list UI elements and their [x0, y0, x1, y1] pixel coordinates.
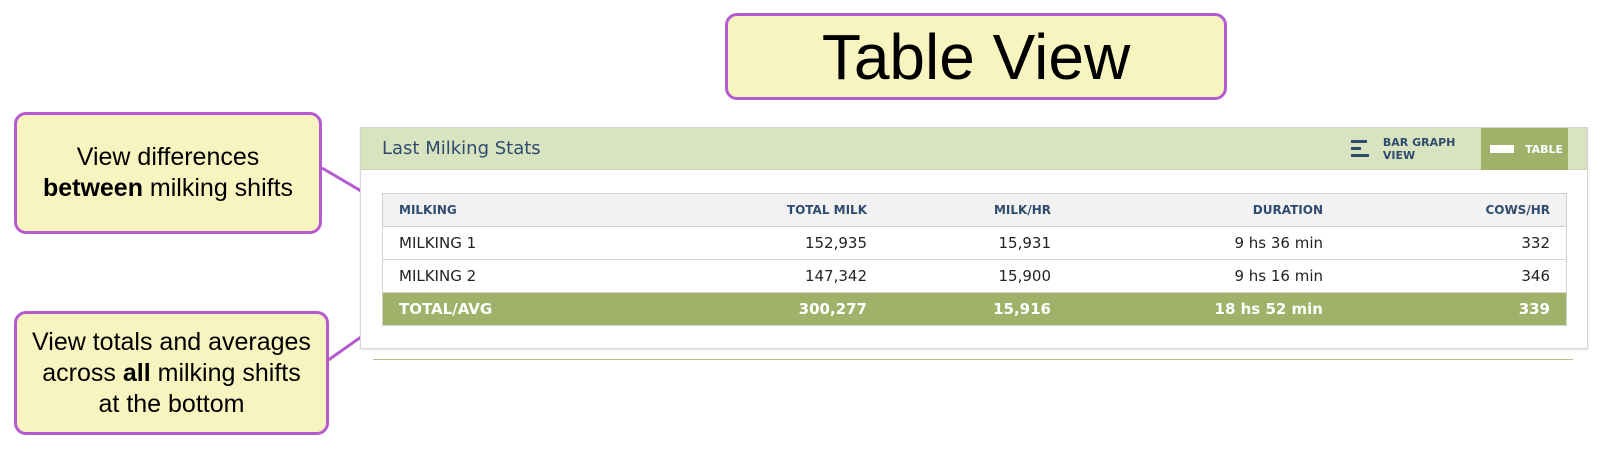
cell-milk-hr: 15,931 [883, 226, 1067, 260]
last-milking-stats-panel: Last Milking Stats BAR GRAPH VIEW TABLE … [360, 127, 1588, 349]
table-view-label: TABLE [1525, 142, 1564, 156]
callout-totals: View totals and averages across all milk… [14, 311, 329, 435]
cell-total-milk: 147,342 [638, 259, 883, 293]
cell-cows-hr: 346 [1339, 259, 1566, 293]
cell-milking: MILKING 2 [383, 259, 638, 293]
divider [373, 359, 1573, 360]
cell-cows-hr: 332 [1339, 226, 1566, 260]
panel-header: Last Milking Stats BAR GRAPH VIEW TABLE [361, 128, 1587, 170]
table-row: MILKING 2 147,342 15,900 9 hs 16 min 346 [383, 259, 1566, 293]
column-header-milking[interactable]: MILKING [383, 194, 638, 227]
total-milk-hr-value: 15,916 [883, 292, 1067, 325]
column-header-duration[interactable]: DURATION [1067, 194, 1339, 227]
total-cows-hr-value: 339 [1339, 292, 1566, 325]
total-label: TOTAL/AVG [383, 292, 638, 325]
table-view-button[interactable]: TABLE [1481, 128, 1568, 170]
column-header-total-milk[interactable]: TOTAL MILK [638, 194, 883, 227]
milking-table-container: MILKING TOTAL MILK MILK/HR DURATION COWS… [382, 193, 1567, 326]
callout-emphasis: all [122, 358, 151, 387]
cell-total-milk: 152,935 [638, 226, 883, 260]
callout-differences: View differences between milking shifts [14, 112, 322, 234]
cell-milk-hr: 15,900 [883, 259, 1067, 293]
callout-line: between milking shifts [43, 173, 293, 204]
column-header-cows-hr[interactable]: COWS/HR [1339, 194, 1566, 227]
callout-text: milking shifts [142, 174, 294, 202]
total-row: TOTAL/AVG 300,277 15,916 18 hs 52 min 33… [383, 292, 1566, 325]
slide-title: Table View [725, 13, 1227, 100]
callout-line: at the bottom [98, 389, 245, 418]
total-milk-value: 300,277 [638, 292, 883, 325]
table-row: MILKING 1 152,935 15,931 9 hs 36 min 332 [383, 226, 1566, 260]
bar-graph-view-label: BAR GRAPH VIEW [1382, 136, 1456, 162]
callout-line: View totals and averages [32, 327, 311, 356]
callout-text: across [42, 358, 123, 387]
table-icon [1490, 145, 1514, 153]
cell-duration: 9 hs 36 min [1067, 226, 1339, 260]
column-header-milk-hr[interactable]: MILK/HR [883, 194, 1067, 227]
callout-line: across all milking shifts [42, 358, 300, 389]
panel-title: Last Milking Stats [382, 138, 541, 159]
table-header-row: MILKING TOTAL MILK MILK/HR DURATION COWS… [383, 194, 1566, 227]
cell-duration: 9 hs 16 min [1067, 259, 1339, 293]
total-duration-value: 18 hs 52 min [1067, 292, 1339, 325]
bar-graph-view-button[interactable]: BAR GRAPH VIEW [1341, 128, 1491, 170]
milking-table: MILKING TOTAL MILK MILK/HR DURATION COWS… [383, 194, 1566, 325]
cell-milking: MILKING 1 [383, 226, 638, 260]
callout-emphasis: between [42, 174, 143, 202]
bar-chart-icon [1351, 138, 1371, 160]
callout-line: View differences [76, 143, 260, 171]
callout-text: milking shifts [150, 358, 301, 387]
